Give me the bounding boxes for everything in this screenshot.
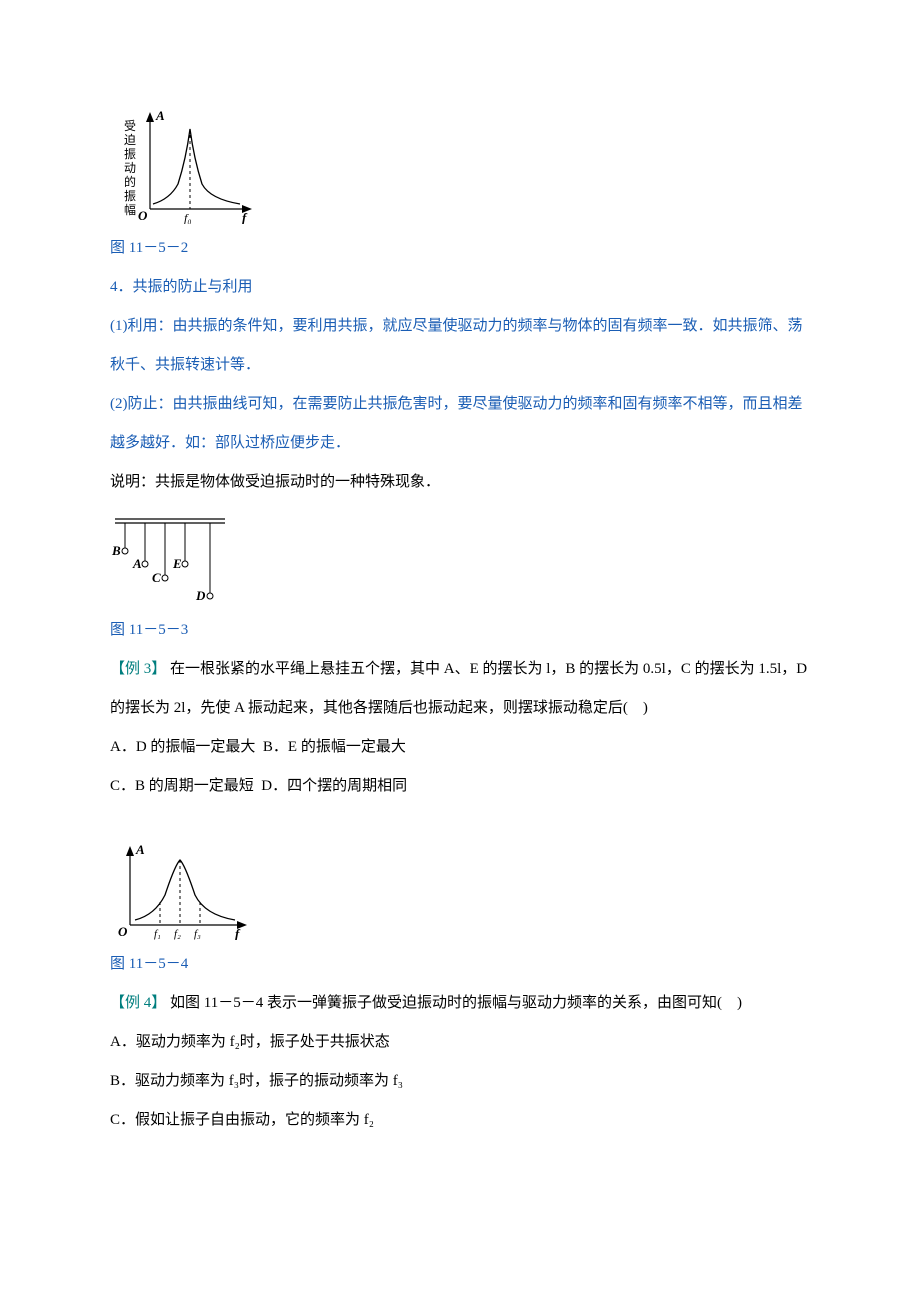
figure-11-5-4-label: 图 11－5－4 (110, 945, 810, 984)
example-3-text: 在一根张紧的水平绳上悬挂五个摆，其中 A、E 的摆长为 l，B 的摆长为 0.5… (110, 661, 807, 716)
figure-11-5-2-label: 图 11－5－2 (110, 229, 810, 268)
fig3-axis-y: A (135, 842, 145, 857)
ex4-opt-a: A．驱动力频率为 f₂时，振子处于共振状态 (110, 1023, 810, 1062)
figure-11-5-4: A f O f₁ f₂ f₃ (110, 840, 810, 945)
resonance-curve-3ticks-svg: A f O f₁ f₂ f₃ (110, 840, 260, 940)
figure-11-5-2: A f O f₀ 受 迫 振 动 的 振 幅 (110, 104, 810, 229)
ex4-opt-c: C．假如让振子自由振动，它的频率为 f₂ (110, 1101, 810, 1140)
section-4-p1: (1)利用：由共振的条件知，要利用共振，就应尽量使驱动力的频率与物体的固有频率一… (110, 307, 810, 385)
axis-x-label: f (242, 210, 248, 224)
example-4-text: 如图 11－5－4 表示一弹簧振子做受迫振动时的振幅与驱动力频率的关系，由图可知… (166, 995, 742, 1011)
ex4-opt-b: B．驱动力频率为 f₃时，振子的振动频率为 f₃ (110, 1062, 810, 1101)
y-axis-cn-2: 迫 (124, 133, 136, 147)
fig3-f2: f₂ (174, 928, 181, 940)
example-3-options-1: A．D 的振幅一定最大 B．E 的振幅一定最大 (110, 728, 810, 767)
origin-label: O (138, 208, 148, 223)
resonance-curve-svg: A f O f₀ 受 迫 振 动 的 振 幅 (110, 104, 260, 224)
fig3-f3: f₃ (194, 928, 201, 940)
f0-tick: f₀ (184, 211, 192, 224)
example-3: 【例 3】 在一根张紧的水平绳上悬挂五个摆，其中 A、E 的摆长为 l，B 的摆… (110, 650, 810, 728)
ex3-opt-d: D．四个摆的周期相同 (261, 778, 407, 794)
example-4-marker: 【例 4】 (110, 995, 166, 1011)
y-axis-cn-7: 幅 (124, 202, 136, 217)
section-4-title: 4．共振的防止与利用 (110, 268, 810, 307)
fig3-axis-x: f (235, 926, 241, 940)
y-axis-cn-1: 受 (124, 119, 136, 133)
pendulum-B: B (111, 543, 121, 558)
pendulum-C: C (152, 570, 161, 585)
y-axis-cn-4: 动 (124, 161, 136, 175)
pendulum-E: E (172, 556, 182, 571)
pendulums-svg: B A C E D (110, 506, 250, 606)
example-3-marker: 【例 3】 (110, 661, 166, 677)
section-4-note: 说明：共振是物体做受迫振动时的一种特殊现象． (110, 463, 810, 502)
example-3-options-2: C．B 的周期一定最短 D．四个摆的周期相同 (110, 767, 810, 806)
figure-11-5-3: B A C E D (110, 506, 810, 611)
ex3-opt-b: B．E 的振幅一定最大 (263, 739, 406, 755)
y-axis-cn-3: 振 (124, 147, 136, 161)
pendulum-D: D (195, 588, 206, 603)
document-page: A f O f₀ 受 迫 振 动 的 振 幅 图 11－5－2 4．共振的防止与… (0, 0, 920, 1302)
y-axis-cn-6: 振 (124, 189, 136, 203)
y-axis-cn-5: 的 (124, 174, 136, 189)
ex3-opt-c: C．B 的周期一定最短 (110, 778, 254, 794)
pendulum-A: A (132, 556, 142, 571)
fig3-f1: f₁ (154, 928, 161, 940)
ex3-opt-a: A．D 的振幅一定最大 (110, 739, 255, 755)
fig3-origin: O (118, 924, 128, 939)
example-4: 【例 4】 如图 11－5－4 表示一弹簧振子做受迫振动时的振幅与驱动力频率的关… (110, 984, 810, 1023)
figure-11-5-3-label: 图 11－5－3 (110, 611, 810, 650)
spacer (110, 806, 810, 836)
section-4-p2: (2)防止：由共振曲线可知，在需要防止共振危害时，要尽量使驱动力的频率和固有频率… (110, 385, 810, 463)
axis-y-label: A (155, 108, 165, 123)
